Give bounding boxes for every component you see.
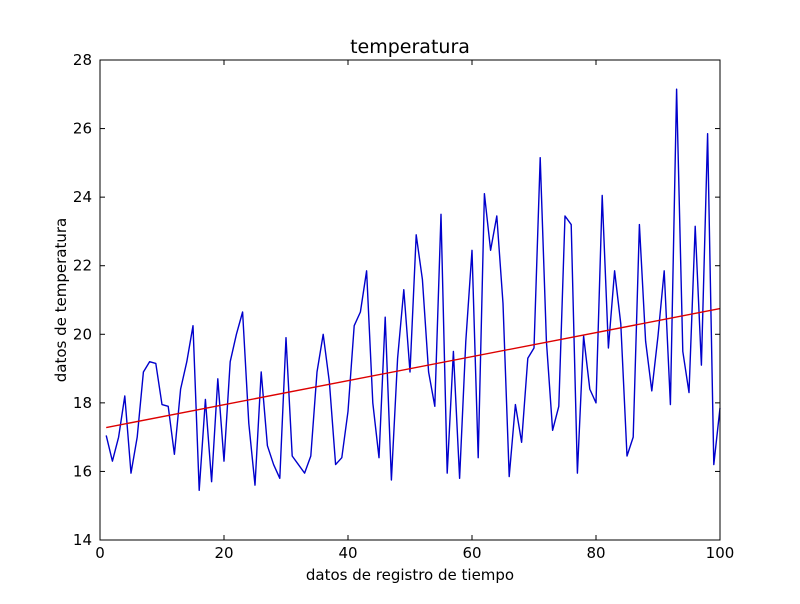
y-tick-label: 22: [73, 257, 92, 275]
y-tick-label: 18: [73, 394, 92, 412]
x-tick-label: 60: [462, 544, 481, 562]
y-tick-label: 20: [73, 325, 92, 343]
y-axis-label: datos de temperatura: [52, 218, 70, 382]
x-tick-label: 20: [214, 544, 233, 562]
x-axis-label: datos de registro de tiempo: [306, 566, 514, 584]
y-tick-label: 16: [73, 462, 92, 480]
y-tick-label: 28: [73, 51, 92, 69]
plot-area: 0 20 40 60 80 100 14 16 18 20 22 24 26 28: [73, 51, 734, 562]
plot-frame: [99, 59, 721, 541]
x-tick-label: 40: [338, 544, 357, 562]
y-tick-label: 26: [73, 120, 92, 138]
y-tick-label: 24: [73, 188, 92, 206]
trend-line: [106, 307, 721, 429]
x-tick-label: 80: [586, 544, 605, 562]
chart-title: temperatura: [350, 36, 470, 58]
y-tick-label: 14: [73, 531, 92, 549]
x-tick-label: 0: [95, 544, 105, 562]
x-tick-label: 100: [706, 544, 735, 562]
temperature-series-line: [105, 88, 721, 491]
